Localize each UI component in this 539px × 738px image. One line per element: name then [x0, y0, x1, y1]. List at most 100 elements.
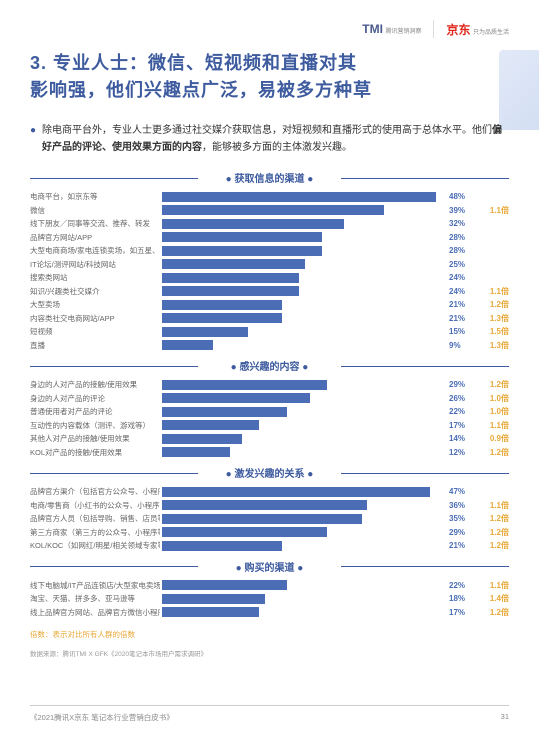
- row-label: 大型电商商场/家电连锁卖场，如五星、国美等: [30, 245, 160, 256]
- row-label: 大型卖场: [30, 299, 160, 310]
- chart-row: 知识/兴趣类社交媒介24%1.1倍: [30, 285, 509, 299]
- mult-label: 1.3倍: [481, 340, 509, 351]
- row-label: 直播: [30, 340, 160, 351]
- chart-row: 搜索类网站 24%: [30, 271, 509, 285]
- chart-row: 大型电商商场/家电连锁卖场，如五星、国美等28%: [30, 244, 509, 258]
- bar-wrap: [162, 273, 447, 283]
- bar-wrap: [162, 487, 447, 497]
- bar-wrap: [162, 232, 447, 242]
- chart-row: 身边的人对产品的评论26%1.0倍: [30, 392, 509, 406]
- chart-row: 大型卖场21%1.2倍: [30, 298, 509, 312]
- chart-row: 直播 9%1.3倍: [30, 339, 509, 353]
- bar: [162, 594, 265, 604]
- section-title: ● 感兴趣的内容 ●: [30, 358, 509, 373]
- bar-wrap: [162, 594, 447, 604]
- bar-wrap: [162, 219, 447, 229]
- chart-row: 其他人对产品的接触/使用效果14%0.9倍: [30, 432, 509, 446]
- pct-label: 21%: [449, 300, 479, 309]
- bar: [162, 407, 287, 417]
- row-label: 身边的人对产品的接触/使用效果: [30, 379, 160, 390]
- pct-label: 18%: [449, 594, 479, 603]
- bar: [162, 393, 310, 403]
- mult-label: 1.1倍: [481, 420, 509, 431]
- mult-label: 1.0倍: [481, 393, 509, 404]
- bar-wrap: [162, 434, 447, 444]
- pct-label: 39%: [449, 206, 479, 215]
- bar-wrap: [162, 607, 447, 617]
- row-label: 品牌官方人员（包括导购、销售、店员等）: [30, 513, 160, 524]
- chart-row: KOL对产品的接触/使用效果 12%1.2倍: [30, 446, 509, 460]
- mult-label: 1.2倍: [481, 513, 509, 524]
- bar: [162, 300, 282, 310]
- bar: [162, 192, 436, 202]
- row-label: KOL/KOC（如网红/明星/相关领域专家等）: [30, 540, 160, 551]
- bar-wrap: [162, 541, 447, 551]
- pct-label: 32%: [449, 219, 479, 228]
- row-label: 电商平台，如京东等: [30, 191, 160, 202]
- chart-row: 品牌官方渠介（包括官方公众号、小程序等）47%: [30, 485, 509, 499]
- mult-label: 1.2倍: [481, 447, 509, 458]
- mult-label: 1.5倍: [481, 326, 509, 337]
- source-note: 数据来源：腾讯TMI X GFK《2020笔记本市场用户需求调研》: [30, 648, 509, 658]
- row-label: 搜索类网站: [30, 272, 160, 283]
- mult-label: 1.2倍: [481, 527, 509, 538]
- bar: [162, 500, 367, 510]
- row-label: 知识/兴趣类社交媒介: [30, 286, 160, 297]
- pct-label: 21%: [449, 541, 479, 550]
- row-label: 短视频: [30, 326, 160, 337]
- chart-row: KOL/KOC（如网红/明星/相关领域专家等）21%1.2倍: [30, 539, 509, 553]
- bar-wrap: [162, 313, 447, 323]
- chart-row: 品牌官方人员（包括导购、销售、店员等）35%1.2倍: [30, 512, 509, 526]
- bar-wrap: [162, 286, 447, 296]
- chart-row: 身边的人对产品的接触/使用效果29%1.2倍: [30, 378, 509, 392]
- mult-label: 1.0倍: [481, 406, 509, 417]
- bar: [162, 313, 282, 323]
- row-label: 品牌官方网站/APP: [30, 232, 160, 243]
- pct-label: 28%: [449, 233, 479, 242]
- bar-wrap: [162, 327, 447, 337]
- bar: [162, 541, 282, 551]
- bar: [162, 259, 305, 269]
- bar: [162, 420, 259, 430]
- decorative-shape: [499, 50, 539, 130]
- row-label: KOL对产品的接触/使用效果: [30, 447, 160, 458]
- bar: [162, 514, 362, 524]
- logo-divider: [433, 20, 434, 38]
- pct-label: 24%: [449, 273, 479, 282]
- bar-wrap: [162, 500, 447, 510]
- mult-label: 0.9倍: [481, 433, 509, 444]
- row-label: 线上品牌官方网站、品牌官方微信小程序: [30, 607, 160, 618]
- bar: [162, 286, 299, 296]
- mult-label: 1.3倍: [481, 313, 509, 324]
- bar: [162, 219, 344, 229]
- row-label: 电商/零售商（小红书的公众号、小程序等）: [30, 500, 160, 511]
- row-label: 普通使用者对产品的评论: [30, 406, 160, 417]
- pct-label: 29%: [449, 528, 479, 537]
- pct-label: 25%: [449, 260, 479, 269]
- logo-tmi: TMI 腾讯营销洞察: [362, 22, 421, 36]
- bar-wrap: [162, 514, 447, 524]
- bar: [162, 327, 248, 337]
- row-label: IT论坛/测评网站/科技网站: [30, 259, 160, 270]
- pct-label: 21%: [449, 314, 479, 323]
- bar: [162, 434, 242, 444]
- bar-wrap: [162, 407, 447, 417]
- chart-row: 品牌官方网站/APP 28%: [30, 231, 509, 245]
- bar-wrap: [162, 300, 447, 310]
- chart-row: 电商/零售商（小红书的公众号、小程序等）36%1.1倍: [30, 499, 509, 513]
- row-label: 身边的人对产品的评论: [30, 393, 160, 404]
- pct-label: 12%: [449, 448, 479, 457]
- chart-row: 内容类社交电商网站/APP 21%1.3倍: [30, 312, 509, 326]
- row-label: 微信: [30, 205, 160, 216]
- bar-wrap: [162, 447, 447, 457]
- bar-wrap: [162, 393, 447, 403]
- pct-label: 9%: [449, 341, 479, 350]
- page-number: 31: [501, 712, 509, 723]
- row-label: 互动性的内容载体（测评、游戏等）: [30, 420, 160, 431]
- footer-doc-title: 《2021腾讯X京东 笔记本行业营销白皮书》: [30, 712, 174, 723]
- bar-wrap: [162, 246, 447, 256]
- row-label: 品牌官方渠介（包括官方公众号、小程序等）: [30, 486, 160, 497]
- pct-label: 17%: [449, 608, 479, 617]
- bar-wrap: [162, 192, 447, 202]
- row-label: 内容类社交电商网站/APP: [30, 313, 160, 324]
